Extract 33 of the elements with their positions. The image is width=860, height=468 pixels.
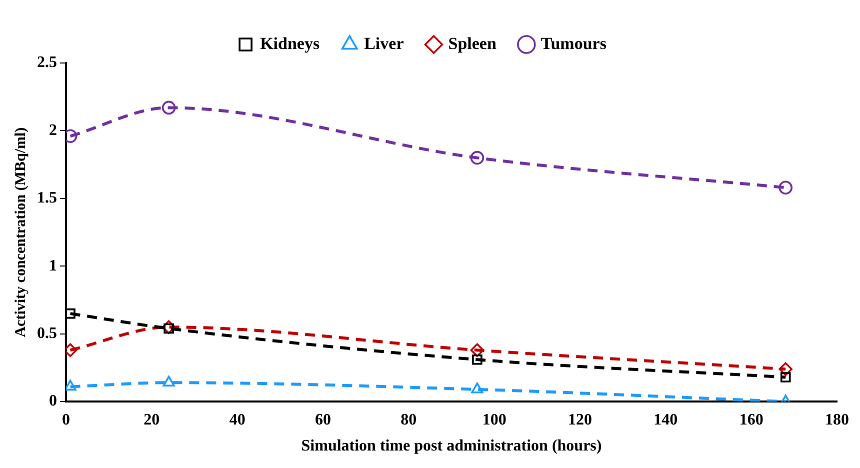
point (780, 372, 791, 382)
legend-label: Liver (364, 34, 404, 53)
point (66, 308, 76, 319)
y-tick-label: 2.5 (37, 54, 57, 72)
x-axis-title: Simulation time post administration (hours) (301, 438, 602, 455)
x-tick-label: 40 (229, 411, 246, 428)
point (162, 376, 175, 387)
x-tick-label: 120 (568, 411, 592, 428)
point (470, 150, 484, 165)
y-tick-label: 2 (49, 122, 57, 139)
y-tick-label: 1.5 (37, 190, 57, 207)
legend-label: Kidneys (260, 34, 320, 53)
x-tick-label: 160 (739, 411, 764, 428)
x-tick-label: 20 (144, 411, 160, 428)
point (162, 320, 176, 334)
y-tick-label: 1 (49, 257, 57, 274)
point (162, 100, 176, 115)
y-tick-label: 0.5 (37, 325, 57, 342)
x-tick-label: 100 (482, 411, 506, 428)
legend-label: Spleen (448, 34, 497, 53)
x-tick-label: 80 (400, 411, 417, 428)
point (472, 354, 482, 365)
x-tick-label: 60 (315, 411, 331, 428)
x-tick-label: 0 (62, 411, 70, 428)
legend-label: Tumours (540, 34, 607, 53)
point (471, 382, 484, 394)
x-tick-label: 180 (825, 411, 849, 428)
x-tick-label: 140 (654, 411, 678, 428)
point (470, 343, 484, 358)
point (778, 362, 792, 376)
y-tick-label: 0 (49, 392, 57, 410)
y-axis-title: Activity concentration (MBq/ml) (12, 127, 29, 338)
point (778, 180, 792, 195)
